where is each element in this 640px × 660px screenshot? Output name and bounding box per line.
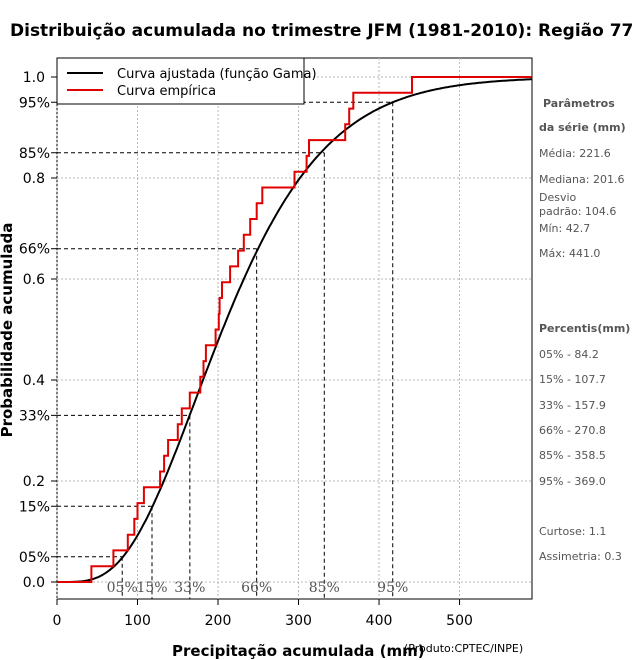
x-tick-label-500: 500 [446, 613, 473, 629]
y-axis-title: Probabilidade acumulada [0, 223, 16, 438]
pct-x-label-15%: 15% [136, 580, 167, 596]
x-axis-title: Precipitação acumulada (mm) [172, 642, 425, 660]
stat-skewness: Assimetria: 0.3 [539, 550, 622, 563]
legend-label-gamma: Curva ajustada (função Gama) [117, 67, 317, 82]
y-pct-label-33%: 33% [19, 408, 50, 424]
y-tick-label-1.0: 1.0 [23, 70, 45, 86]
pct-x-label-05%: 05% [107, 580, 138, 596]
pct-x-label-85%: 85% [309, 580, 340, 596]
params-heading-1: Parâmetros [543, 97, 615, 110]
y-pct-label-05%: 05% [19, 550, 50, 566]
plot-frame [56, 57, 533, 600]
percentile-guides: 05%15% 33% 66% 85% 95% [57, 101, 408, 599]
percentile-15: 15% - 107.7 [539, 373, 606, 386]
y-tick-label-0.8: 0.8 [23, 171, 45, 187]
pct-x-label-95%: 95% [377, 580, 408, 596]
x-tick-label-300: 300 [285, 613, 312, 629]
percentile-05: 05% - 84.2 [539, 348, 599, 361]
stat-stddev-line1: Desvio [539, 191, 577, 204]
percentile-66: 66% - 270.8 [539, 424, 606, 437]
y-tick-label-0.2: 0.2 [23, 474, 45, 490]
stat-max: Máx: 441.0 [539, 247, 600, 260]
percentile-33: 33% - 157.9 [539, 399, 606, 412]
stat-mean: Média: 221.6 [539, 147, 611, 160]
x-tick-label-200: 200 [205, 613, 232, 629]
x-tick-label-400: 400 [366, 613, 393, 629]
stat-kurtosis: Curtose: 1.1 [539, 525, 606, 538]
stat-median: Mediana: 201.6 [539, 173, 624, 186]
pct-x-label-33%: 33% [174, 580, 205, 596]
legend-label-empirical: Curva empírica [117, 84, 216, 99]
x-tick-label-0: 0 [53, 613, 62, 629]
legend-box [56, 57, 305, 105]
stat-stddev-line2: padrão: 104.6 [539, 205, 616, 218]
y-pct-label-15%: 15% [19, 499, 50, 515]
y-pct-label-95%: 95% [19, 95, 50, 111]
y-axis: 0.0 0.2 0.4 0.6 0.8 1.0 05% 15% 33% 66% 85% 95% [19, 70, 57, 591]
y-pct-label-85%: 85% [19, 146, 50, 162]
percentile-95: 95% - 369.0 [539, 475, 606, 488]
percentile-85: 85% - 358.5 [539, 449, 606, 462]
y-pct-label-66%: 66% [19, 242, 50, 258]
product-credit: (Produto:CPTEC/INPE) [404, 642, 523, 655]
y-tick-label-0.0: 0.0 [23, 575, 45, 591]
empirical-step-curve [57, 76, 532, 583]
y-tick-label-0.4: 0.4 [23, 373, 45, 389]
series-layer [57, 76, 533, 583]
x-tick-label-100: 100 [124, 613, 151, 629]
legend: Curva ajustada (função Gama) Curva empír… [56, 57, 317, 105]
statistics-panel: Parâmetros da série (mm) Média: 221.6 Me… [539, 97, 630, 563]
y-tick-label-0.6: 0.6 [23, 272, 45, 288]
params-heading-2: da série (mm) [539, 121, 626, 134]
chart-title: Distribuição acumulada no trimestre JFM … [10, 21, 633, 41]
stat-min: Mín: 42.7 [539, 222, 590, 235]
grid [56, 58, 532, 599]
x-axis: 0 100 200 300 400 500 [53, 599, 473, 629]
pct-x-label-66%: 66% [241, 580, 272, 596]
percentis-heading: Percentis(mm) [539, 322, 630, 335]
